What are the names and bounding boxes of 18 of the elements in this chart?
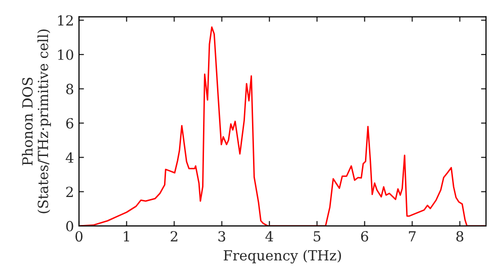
y-tick-label: 8 (66, 84, 74, 94)
x-tick-label: 6 (361, 231, 368, 242)
y-tick-label: 2 (66, 186, 73, 197)
x-tick-label: 8 (456, 231, 464, 242)
x-tick-label: 7 (408, 231, 416, 242)
y-axis-title: Phonon DOS (States/THz·primitive cell) (22, 30, 51, 214)
x-tick-label: 3 (218, 231, 226, 242)
x-tick-label: 4 (265, 231, 274, 242)
x-tick-label: 0 (75, 231, 82, 242)
x-tick-label: 5 (314, 231, 320, 242)
y-tick-label: 0 (66, 220, 74, 232)
y-tick-label: 12 (58, 15, 73, 26)
y-tick-label: 4 (66, 152, 74, 163)
x-tick-label: 2 (170, 231, 178, 242)
y-tick-label: 6 (66, 118, 74, 129)
x-tick-label: 1 (124, 231, 130, 242)
x-axis-title: Frequency (THz) (224, 250, 341, 264)
y-tick-label: 10 (58, 49, 74, 60)
